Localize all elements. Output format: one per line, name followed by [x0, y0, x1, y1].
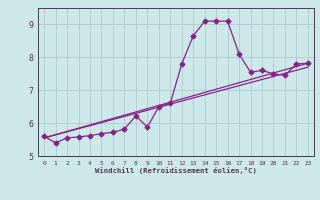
X-axis label: Windchill (Refroidissement éolien,°C): Windchill (Refroidissement éolien,°C): [95, 167, 257, 174]
